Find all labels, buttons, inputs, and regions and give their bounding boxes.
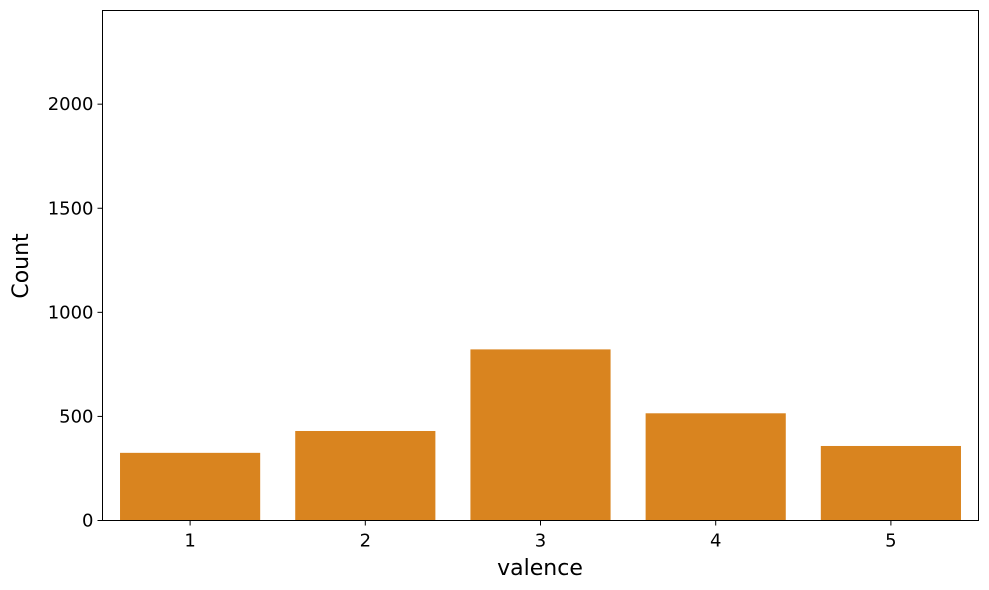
bars-group xyxy=(120,349,961,521)
bar-2 xyxy=(295,430,436,521)
x-tick-label: 5 xyxy=(885,531,896,552)
y-tick-label: 1000 xyxy=(48,302,94,323)
bar-5 xyxy=(820,445,961,521)
x-axis-label: valence xyxy=(497,556,583,581)
x-axis-ticks: 1 2 3 4 5 xyxy=(184,520,897,552)
plot-frame xyxy=(102,10,979,521)
y-tick-label: 0 xyxy=(82,511,93,532)
x-tick-label: 3 xyxy=(535,531,546,552)
bar-3 xyxy=(470,349,611,521)
y-tick-label: 2000 xyxy=(48,94,94,115)
x-tick-label: 4 xyxy=(710,531,721,552)
bar-1 xyxy=(120,452,261,521)
bar-4 xyxy=(645,413,786,521)
y-axis-ticks: 0 500 1000 1500 2000 xyxy=(48,94,103,532)
y-tick-label: 1500 xyxy=(48,198,94,219)
x-tick-label: 2 xyxy=(360,531,371,552)
y-axis-label: Count xyxy=(9,233,34,299)
x-tick-label: 1 xyxy=(184,531,195,552)
y-tick-label: 500 xyxy=(59,406,93,427)
